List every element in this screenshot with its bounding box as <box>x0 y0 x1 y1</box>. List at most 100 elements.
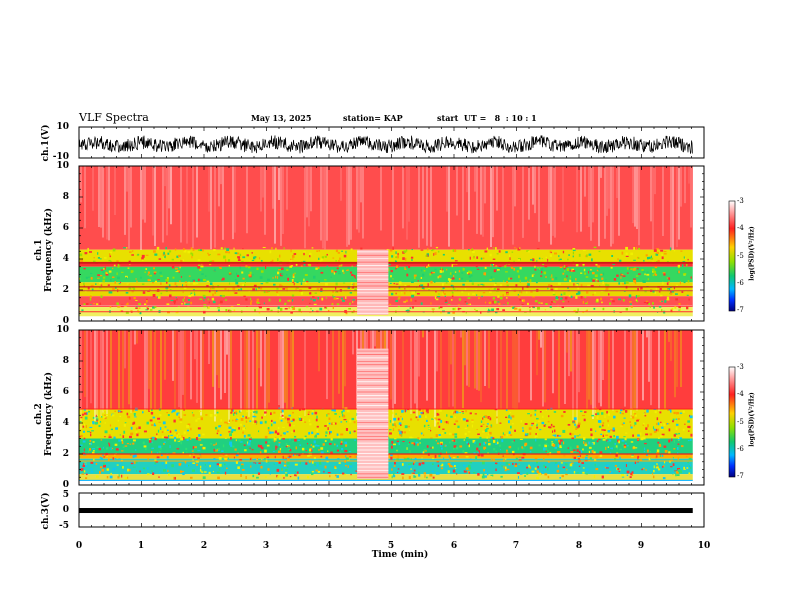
ch1-spectrogram-speckle <box>519 279 521 283</box>
ch1-spectrogram-speckle <box>656 248 659 250</box>
ch2-spectrogram-speckle <box>389 474 391 477</box>
ch2-spectrogram-speckle <box>513 439 515 442</box>
ch2-spectrogram-speckle <box>584 411 587 413</box>
ch2-spectrogram-speckle <box>474 413 477 415</box>
ch1-spectrogram-speckle <box>661 309 663 312</box>
ch1-spectrogram-speckle <box>133 296 136 300</box>
ch2-spectrogram-speckle <box>500 475 503 478</box>
ch2-spectrogram-speckle <box>334 474 337 477</box>
ch2-spectrogram-speckle <box>660 421 662 423</box>
ch1-spectrogram-speckle <box>79 253 83 257</box>
ch2-spectrogram-speckle <box>193 456 196 459</box>
ch1-spectrogram-speckle <box>594 274 598 278</box>
ch2-spectrogram-speckle <box>426 445 429 448</box>
ch2-spectrogram-speckle <box>83 437 86 440</box>
ch2-spectrogram-speckle <box>217 448 220 451</box>
ch2-spectrogram-speckle <box>185 447 188 451</box>
ch1-spectrogram-speckle <box>671 307 674 310</box>
ch2-spectrogram-speckle <box>287 446 289 448</box>
ch1-spectrogram-speckle <box>188 275 191 277</box>
ch1-spectrogram-speckle <box>630 268 633 271</box>
ch1-spectrogram-speckle <box>464 301 467 303</box>
ch2-spectrogram-speckle <box>161 462 164 465</box>
ch2-spectrogram-speckle <box>649 433 653 436</box>
ch2-spectrogram-speckle <box>637 457 639 460</box>
ch2-spectrogram-speckle <box>661 466 664 468</box>
ch2-spectrogram-speckle <box>311 461 314 464</box>
ch1-spectrogram-speckle <box>280 273 284 276</box>
ch2-spectrogram-speckle <box>310 449 313 452</box>
ch1-spectrogram-speckle <box>426 266 428 268</box>
ch1-spectrogram-speckle <box>468 275 471 278</box>
ch2-spectrogram-speckle <box>142 467 146 470</box>
ch1-spectrogram-speckle <box>419 284 421 287</box>
ch2-spectrogram-speckle <box>615 435 619 439</box>
ch1-spectrogram-speckle <box>352 299 355 301</box>
ch2-spectrogram-speckle <box>117 476 120 479</box>
xtick-7: 7 <box>512 541 520 551</box>
ch2-spectrogram-speckle <box>445 467 447 469</box>
ch2-spectrogram-speckle <box>328 443 332 445</box>
ch2-spectrogram-speckle <box>670 459 673 462</box>
ch1-spectrogram-speckle <box>392 278 394 280</box>
ch2-spectrogram-speckle <box>349 463 352 465</box>
ch2-spectrogram-speckle <box>652 472 654 475</box>
ch1-spectrogram-speckle <box>680 250 683 252</box>
ch2-spectrogram-speckle <box>576 472 579 474</box>
ch2-spectrogram-speckle <box>529 450 532 453</box>
ch2-spectrogram-speckle <box>605 437 607 440</box>
ch1-spectrogram-speckle <box>187 303 190 307</box>
ch2-spectrogram-speckle <box>471 419 474 421</box>
ch1-spectrogram-speckle <box>126 302 129 305</box>
ch2-spectrogram-speckle <box>79 421 82 423</box>
ch1-spectrogram-speckle <box>427 247 429 251</box>
ch2-spectrogram-speckle <box>673 439 676 443</box>
ch1-spectrogram-speckle <box>208 263 212 266</box>
ch1-spectrogram-speckle <box>176 270 180 272</box>
ch1-spectrogram-speckle <box>477 267 480 270</box>
ch2-spectrogram-speckle <box>531 422 535 425</box>
ch2-spectrogram-speckle <box>121 441 124 444</box>
cb1-tick-4: -4 <box>737 224 744 232</box>
ch1-spectrogram-speckle <box>119 310 122 312</box>
ch2-spectrogram-speckle <box>83 412 87 415</box>
ch1-spectrogram-speckle <box>633 259 636 261</box>
ch1-spectrogram-speckle <box>592 278 596 281</box>
ch2-spectrogram-speckle <box>484 475 487 478</box>
ch2-spectrogram-speckle <box>256 476 259 479</box>
ch1-spectrogram-speckle <box>605 279 607 281</box>
ch1-spectrogram-speckle <box>278 267 281 270</box>
ch2-spectrogram-speckle <box>685 466 688 469</box>
ch2-spectrogram-speckle <box>619 448 623 451</box>
ch2-spectrogram-speckle <box>89 448 92 451</box>
ch2-spectrogram-speckle <box>174 437 176 440</box>
ch2-spectrogram-speckle <box>196 463 199 466</box>
ch2-spectrogram-speckle <box>159 470 161 474</box>
ch1-spectrogram-speckle <box>242 256 246 259</box>
ch1-spectrogram-speckle <box>666 298 670 301</box>
ch1-spectrogram-speckle <box>199 298 203 300</box>
ch2-spectrogram-speckle <box>202 470 204 472</box>
ch1-spectrogram-speckle <box>249 271 252 275</box>
ch2-spectrogram-speckle <box>594 463 596 467</box>
ch1-spectrogram-speckle <box>93 260 96 263</box>
ch1-spectrogram-speckle <box>412 305 414 309</box>
ch1-spectrogram-speckle <box>83 285 85 287</box>
ch2-spectrogram-speckle <box>102 458 104 461</box>
ch2-spectrogram-speckle <box>90 461 94 464</box>
ch1-spectrogram-speckle <box>280 267 284 270</box>
ch2-spectrogram-speckle <box>573 449 576 452</box>
ch1-spectrogram-speckle <box>595 263 598 266</box>
ch2-spectrogram-speckle <box>595 467 599 471</box>
ch1-spectrogram-speckle <box>295 262 298 266</box>
ch2-spectrogram-speckle <box>621 474 625 477</box>
ch2-spectrogram-speckle <box>687 440 690 442</box>
ch2-spectrogram-speckle <box>158 476 160 478</box>
ch2-spectrogram-speckle <box>255 410 258 414</box>
ch2-spectrogram-speckle <box>163 436 166 439</box>
ch1-spectrogram-speckle <box>179 280 181 282</box>
ch1-spectrogram-speckle <box>194 293 196 296</box>
ch1-spectrogram-speckle <box>300 282 303 285</box>
ch2-spectrogram-speckle <box>291 407 293 410</box>
ch1-spectrogram-speckle <box>147 305 149 308</box>
